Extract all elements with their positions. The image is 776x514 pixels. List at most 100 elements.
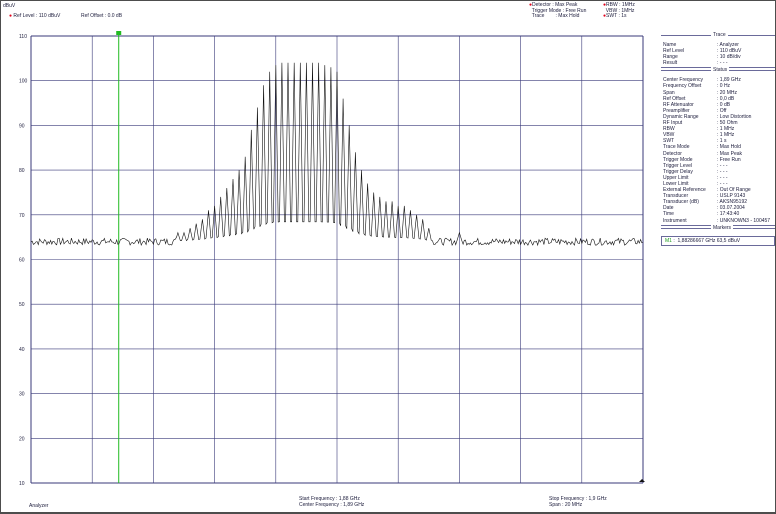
panel-row-value: : 20 MHz [717,89,738,96]
panel-row-value: : - - - [717,180,728,187]
panel-row: Time: 17:43:40 [661,211,775,217]
panel-row-value: : 0 dB [717,101,731,108]
panel-row: Center Frequency: 1,89 GHz [661,77,775,83]
panel-row: Upper Limit: - - - [661,175,775,181]
panel-row-value: : 0,0 dB [717,95,735,102]
panel-row-value: : - - - [717,174,728,181]
panel-row: Frequency Offset : 0 Hz [661,83,775,89]
panel-row: Trigger Delay: - - - [661,169,775,175]
ref-offset-label: Ref Offset : 0.0 dB [81,13,123,19]
y-tick-label: 10 [19,481,25,487]
panel-row: Lower Limit : - - - [661,181,775,187]
panel-row: Dynamic Range : Low Distortion [661,114,775,120]
bullet-icon: ● [529,2,533,8]
panel-row-key: Dynamic Range [663,113,699,120]
footer-source: Analyzer [29,503,49,509]
ref-level-label: ● Ref Level : 110 dBuV [9,13,61,19]
panel-row-value: : Max Peak [717,150,743,157]
panel-row-value: : AKSN95192 [717,199,748,206]
panel-row-value: : Out Of Range [717,187,751,194]
y-tick-label: 90 [19,123,25,129]
panel-row: Date: 03.07.2004 [661,205,775,211]
panel-row: Span : 20 MHz [661,90,775,96]
panel-row-key: SWT [663,138,675,145]
panel-row: Trigger Mode : Free Run [661,157,775,163]
y-unit-label: dBuV [3,3,16,9]
panel-row-key: Span [663,89,675,96]
panel-row-key: Result [663,60,678,67]
info-panel: Trace Name: Analyzer Ref Level: 110 dBuV R… [661,32,775,246]
y-tick-label: 110 [19,34,27,40]
panel-row-value: : UNKNOWN3 - 100457 [717,217,771,224]
panel-row-key: Center Frequency [663,77,704,84]
trace-section: Trace Name: Analyzer Ref Level: 110 dBuV R… [661,32,775,69]
panel-row-key: Lower Limit [663,180,689,187]
y-tick-label: 100 [19,79,28,85]
panel-row: Ref Offset : 0,0 dB [661,96,775,102]
panel-row-key: Range [663,54,678,61]
y-tick-label: 20 [19,436,25,442]
panel-row-key: RBW [663,126,675,133]
panel-row: Instrument: UNKNOWN3 - 100457 [661,218,775,224]
bullet-icon: ● [603,13,607,19]
y-tick-label: 80 [19,168,25,174]
markers-section-title: Markers [661,224,775,235]
panel-row-value: : 50 Ohm [717,120,738,127]
panel-row-key: VBW [663,132,675,139]
marker-row[interactable]: M1 : 1,88286667 GHz 63,5 dBuV [661,235,775,246]
panel-row-value: : Low Distortion [717,113,752,120]
panel-row-key: External Reference [663,187,706,194]
panel-row-key: Ref Level [663,48,685,55]
panel-row-value: : 110 dBuV [717,48,742,55]
panel-row: Transducer : USLP 9143 [661,193,775,199]
panel-row-value: : Off [717,107,727,114]
panel-row-value: : Max Hold [717,144,741,151]
panel-row-value: : - - - [717,162,728,169]
panel-row: Preamplifier: Off [661,108,775,114]
panel-row: VBW : 1 MHz [661,132,775,138]
panel-row-key: Transducer [663,193,689,200]
panel-row: Ref Level : 110 dBuV [661,48,775,54]
arrow-icon [639,479,645,482]
y-tick-label: 60 [19,258,25,264]
bandwidth-settings: ●RBW : 1MHz VBW : 1MHz ●SWT : 1s [603,2,635,19]
plot-grid [30,35,644,484]
spectrum-trace [30,62,644,247]
footer-stop-span: Stop Frequency : 1,9 GHz Span : 20 MHz [549,496,607,508]
y-tick-label: 70 [19,213,25,219]
panel-row: Detector : Max Peak [661,151,775,157]
y-tick-label: 40 [19,347,25,353]
panel-row-key: Trigger Delay [663,168,693,175]
panel-row-key: RF Input [663,120,683,127]
panel-row-value: : 0 Hz [717,83,731,90]
panel-row-key: Detector [663,150,682,157]
panel-row-value: : Analyzer [717,42,739,48]
bullet-icon: ● [603,2,607,8]
panel-row: SWT : 1 s [661,138,775,144]
panel-row: External Reference : Out Of Range [661,187,775,193]
panel-row-value: : 1 s [717,138,727,145]
panel-row-key: Trigger Mode [663,156,693,163]
panel-row-key: Trigger Level [663,162,692,169]
panel-row-key: Trace Mode [663,144,690,151]
panel-row-key: Ref Offset [663,95,686,102]
panel-row-key: Transducer (dB) [663,199,699,206]
panel-row: Range : 10 dB/div [661,54,775,60]
marker-m1-flag [116,31,122,35]
panel-row-value: : 1 MHz [717,132,735,139]
panel-row-key: Frequency Offset [663,83,702,90]
panel-row-value: : USLP 9143 [717,193,746,200]
detector-settings: ●Detector : Max Peak Trigger Mode : Free… [529,2,587,19]
markers-section: Markers M1 : 1,88286667 GHz 63,5 dBuV [661,224,775,246]
y-tick-label: 30 [19,392,25,398]
panel-row-value: : Free Run [717,156,741,163]
panel-row: Name: Analyzer [661,42,775,48]
status-section-title: Status [661,67,775,77]
panel-row-key: Time [663,211,674,218]
trace-section-title: Trace [661,32,775,42]
panel-row-value: : 10 dB/div [717,54,741,61]
bullet-icon: ● [9,13,13,19]
panel-row: RF Attenuator: 0 dB [661,102,775,108]
